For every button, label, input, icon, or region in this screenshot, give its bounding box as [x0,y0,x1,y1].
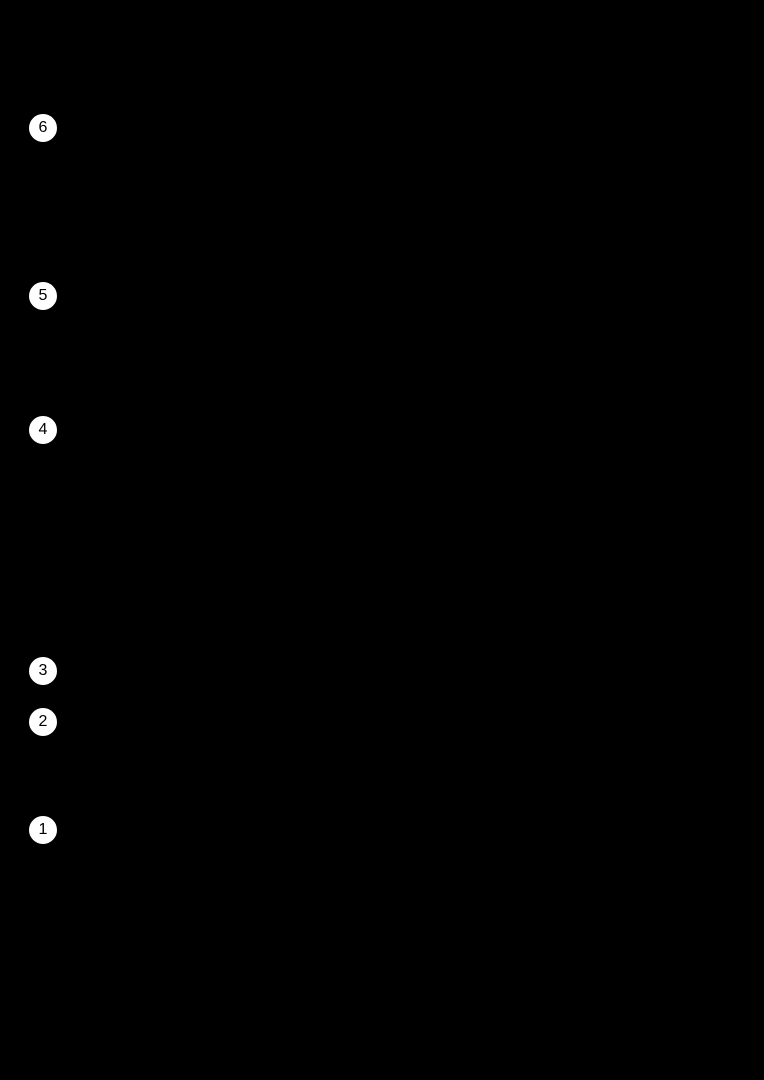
diagram-canvas: 6 5 4 3 2 1 [0,0,764,1080]
node-4: 4 [28,415,58,445]
node-label: 3 [39,662,48,680]
node-3: 3 [28,656,58,686]
node-6: 6 [28,113,58,143]
node-2: 2 [28,707,58,737]
node-label: 6 [39,119,48,137]
node-label: 1 [39,821,48,839]
node-5: 5 [28,281,58,311]
node-label: 4 [39,421,48,439]
node-1: 1 [28,815,58,845]
node-label: 2 [39,713,48,731]
node-label: 5 [39,287,48,305]
